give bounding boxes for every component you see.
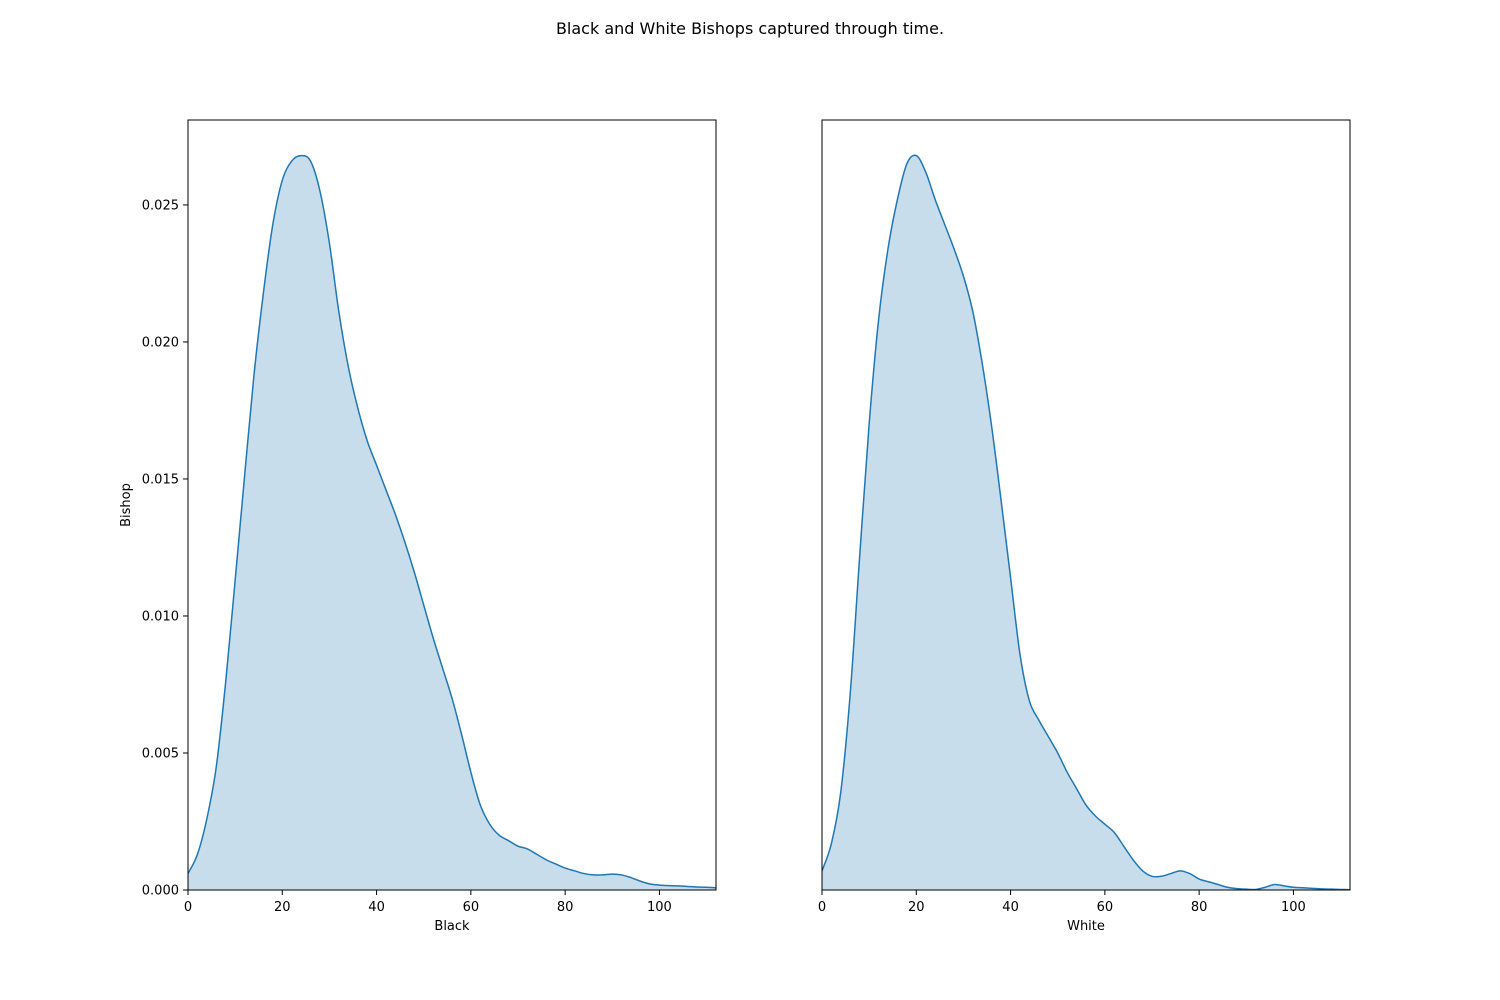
density-line [822, 154, 1350, 890]
y-axis-label: Bishop [119, 483, 134, 527]
x-tick-label: 80 [557, 900, 574, 915]
x-tick-label: 60 [1097, 900, 1114, 915]
subplot-white: 0 20 40 60 80 100 White [818, 119, 1351, 934]
y-tick-label: 0.010 [142, 609, 179, 624]
axes-frame [187, 119, 717, 891]
x-tick-label: 40 [1002, 900, 1019, 915]
y-tick-label: 0.005 [142, 746, 179, 761]
y-tick-label: 0.020 [142, 335, 179, 350]
x-tick-label: 40 [368, 900, 385, 915]
density-line [188, 154, 716, 889]
y-tick-label: 0.025 [142, 198, 179, 213]
subplot-black: 0 20 40 60 80 100 0.000 0.005 0.010 0.015 0.020 0.0… [119, 119, 717, 934]
x-tick-label: 80 [1191, 900, 1208, 915]
axes-frame [821, 119, 1351, 891]
x-tick-label: 100 [647, 900, 672, 915]
x-tick-label: 0 [184, 900, 192, 915]
x-tick-label: 20 [274, 900, 291, 915]
density-area-fill [188, 155, 716, 890]
x-tick-label: 100 [1281, 900, 1306, 915]
x-tick-label: 60 [463, 900, 480, 915]
x-axis-label: White [1067, 919, 1105, 934]
x-tick-label: 20 [908, 900, 925, 915]
density-area-fill [822, 155, 1350, 890]
y-tick-label: 0.015 [142, 472, 179, 487]
x-axis-label: Black [434, 919, 470, 934]
y-tick-label: 0.000 [142, 884, 179, 899]
x-tick-label: 0 [818, 900, 826, 915]
figure-title: Black and White Bishops captured through… [556, 19, 944, 38]
